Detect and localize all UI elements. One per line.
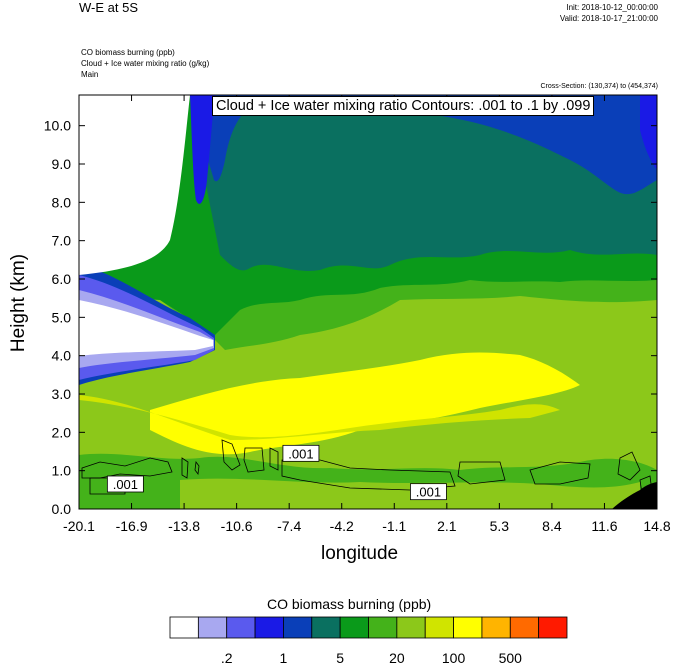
contour-line bbox=[617, 451, 641, 481]
colorbar-swatch bbox=[509, 616, 540, 639]
co-layer-yellow bbox=[150, 352, 580, 455]
cloud-water-contours: .001 .001 .001 bbox=[81, 439, 653, 501]
x-tick-label: 14.8 bbox=[643, 518, 670, 534]
contour-value-label: .001 bbox=[113, 477, 138, 492]
y-tick-label: 7.0 bbox=[52, 233, 72, 249]
co-layer-white bbox=[79, 95, 190, 275]
y-tick-label: 9.0 bbox=[52, 156, 72, 172]
plot-frame bbox=[78, 94, 658, 510]
contour-line bbox=[221, 439, 241, 471]
colorbar-swatch bbox=[254, 616, 284, 639]
colorbar-tick-label: 500 bbox=[499, 650, 523, 666]
y-tick-label: 2.0 bbox=[52, 424, 72, 440]
contour-value-box bbox=[282, 444, 320, 462]
init-time: Init: 2018-10-12_00:00:00 bbox=[566, 3, 658, 12]
x-tick-label: -16.9 bbox=[116, 518, 148, 534]
colorbar-tick-label: 5 bbox=[336, 650, 344, 666]
x-axis-label: longitude bbox=[321, 543, 399, 564]
y-tick-label: 10.0 bbox=[44, 118, 71, 134]
colorbar-swatch bbox=[339, 616, 369, 639]
co-field-layers bbox=[79, 95, 657, 509]
colorbar-tick-label: 1 bbox=[280, 650, 288, 666]
valid-time: Valid: 2018-10-17_21:00:00 bbox=[559, 14, 658, 23]
contour-line bbox=[529, 461, 591, 485]
cross-section-label: Cross-Section: (130,374) to (454,374) bbox=[540, 83, 658, 90]
colorbar-swatch bbox=[538, 616, 568, 639]
x-tick-label: 8.4 bbox=[542, 518, 562, 534]
contour-line bbox=[639, 475, 653, 495]
co-layer-blue bbox=[190, 95, 657, 195]
y-tick-label: 0.0 bbox=[52, 501, 72, 517]
contour-value-label: .001 bbox=[416, 485, 441, 500]
co-layer-white-plume bbox=[79, 300, 213, 356]
field-label-cloud: Cloud + Ice water mixing ratio (g/kg) bbox=[81, 59, 210, 68]
x-tick-label: -10.6 bbox=[221, 518, 253, 534]
y-axis-label: Height (km) bbox=[8, 253, 29, 353]
y-tick-label: 6.0 bbox=[52, 271, 72, 287]
x-tick-label: 11.6 bbox=[591, 518, 617, 534]
x-tick-label: -4.2 bbox=[330, 518, 354, 534]
colorbar: .2 1 5 20 100 500 bbox=[169, 616, 568, 666]
y-tick-label: 4.0 bbox=[52, 348, 72, 364]
x-tick-label: 5.3 bbox=[490, 518, 510, 534]
x-tick-label: -1.1 bbox=[382, 518, 406, 534]
colorbar-swatch bbox=[424, 616, 454, 639]
co-layer-low-light-green bbox=[180, 478, 640, 509]
colorbar-swatch bbox=[169, 616, 199, 639]
x-axis: -20.1 -16.9 -13.8 -10.6 -7.4 -4.2 -1.1 2.1 5.3 8.… bbox=[63, 95, 671, 534]
contour-line bbox=[281, 459, 456, 491]
contour-line bbox=[243, 447, 265, 473]
plot-title: W-E at 5S bbox=[79, 0, 139, 15]
field-label-co: CO biomass burning (ppb) bbox=[81, 48, 175, 57]
colorbar-swatch bbox=[368, 616, 398, 639]
y-tick-label: 3.0 bbox=[52, 386, 72, 402]
x-tick-label: -20.1 bbox=[63, 518, 95, 534]
x-tick-label: 2.1 bbox=[437, 518, 457, 534]
colorbar-swatch bbox=[396, 616, 426, 639]
co-layer-bright-blue-right bbox=[640, 95, 657, 170]
y-tick-label: 5.0 bbox=[52, 309, 72, 325]
colorbar-tick-label: .2 bbox=[221, 650, 233, 666]
contour-info-box: Cloud + Ice water mixing ratio Contours:… bbox=[212, 96, 595, 116]
co-layer-lime bbox=[79, 395, 560, 440]
colorbar-swatch bbox=[197, 616, 228, 639]
colorbar-swatch bbox=[226, 616, 256, 639]
colorbar-swatch bbox=[453, 616, 483, 639]
contour-value-label: .001 bbox=[288, 446, 313, 461]
colorbar-swatch bbox=[283, 616, 313, 639]
contour-value-box bbox=[106, 475, 144, 493]
y-tick-label: 8.0 bbox=[52, 194, 72, 210]
contour-line bbox=[457, 461, 506, 485]
contour-line bbox=[269, 447, 279, 471]
colorbar-swatch bbox=[481, 616, 511, 639]
x-tick-label: -7.4 bbox=[277, 518, 301, 534]
y-axis: 0.0 1.0 2.0 3.0 4.0 5.0 6.0 7.0 8.0 9.0 10.0 bbox=[44, 118, 657, 517]
co-layer-bright-blue bbox=[190, 95, 215, 204]
contour-line bbox=[181, 457, 189, 479]
contour-value-box bbox=[410, 483, 447, 501]
colorbar-tick-label: 100 bbox=[442, 650, 466, 666]
colorbar-tick-label: 20 bbox=[389, 650, 405, 666]
colorbar-swatch bbox=[311, 616, 341, 639]
contour-line bbox=[194, 460, 200, 476]
terrain bbox=[612, 482, 657, 509]
x-tick-label: -13.8 bbox=[168, 518, 200, 534]
field-label-main: Main bbox=[81, 70, 99, 79]
y-tick-label: 1.0 bbox=[52, 463, 72, 479]
colorbar-title: CO biomass burning (ppb) bbox=[267, 596, 432, 612]
